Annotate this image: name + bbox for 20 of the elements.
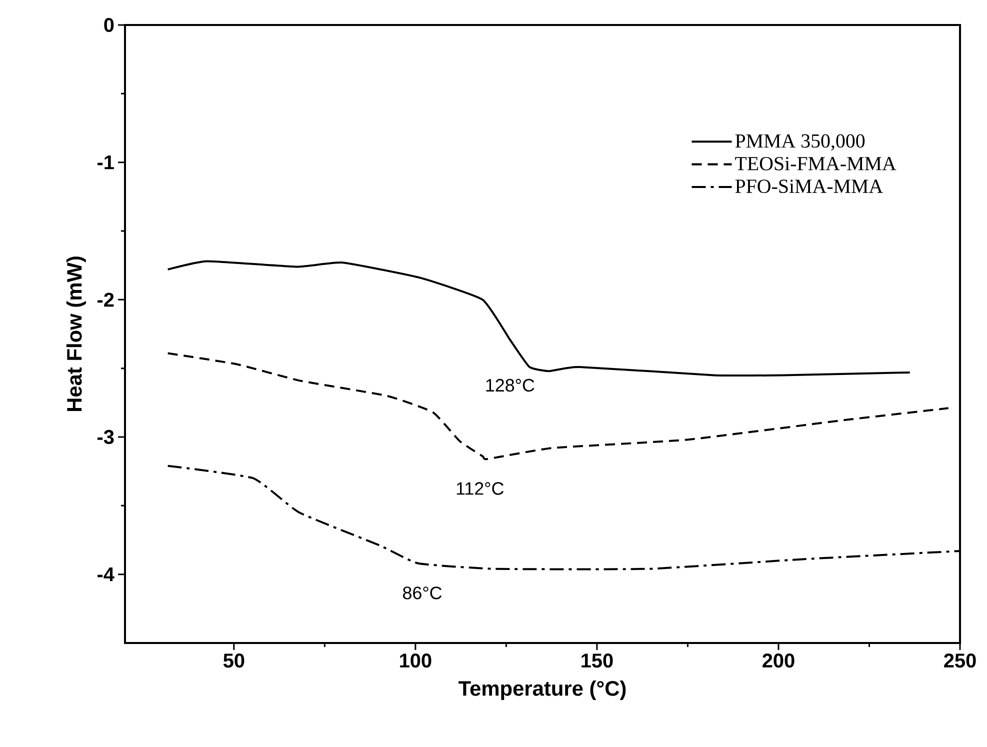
- legend-label: PMMA 350,000: [735, 134, 865, 151]
- x-tick-label: 100: [400, 654, 432, 668]
- x-axis-title: Temperature (°C): [458, 680, 626, 700]
- y-tick-label: 0: [104, 18, 114, 32]
- annotation: 128°C: [486, 378, 534, 392]
- annotation: 86°C: [403, 586, 442, 600]
- y-tick-label: -2: [98, 292, 114, 307]
- legend-label: TEOSi-FMA-MMA: [735, 156, 896, 170]
- line-series: [166, 352, 950, 460]
- y-tick-label: -4: [98, 567, 114, 582]
- annotation: 112°C: [456, 482, 504, 495]
- x-tick-label: 150: [582, 654, 613, 668]
- x-tick-label: 50: [223, 654, 244, 668]
- y-tick-label: -3: [98, 430, 114, 444]
- x-tick-label: 250: [944, 654, 976, 668]
- legend-label: PFO-SiMA-MMA: [735, 180, 883, 194]
- y-tick-label: -1: [98, 155, 114, 170]
- x-tick-label: 200: [762, 654, 794, 668]
- line-series: [166, 260, 911, 376]
- y-axis-title: Heat Flow (mW): [66, 256, 86, 412]
